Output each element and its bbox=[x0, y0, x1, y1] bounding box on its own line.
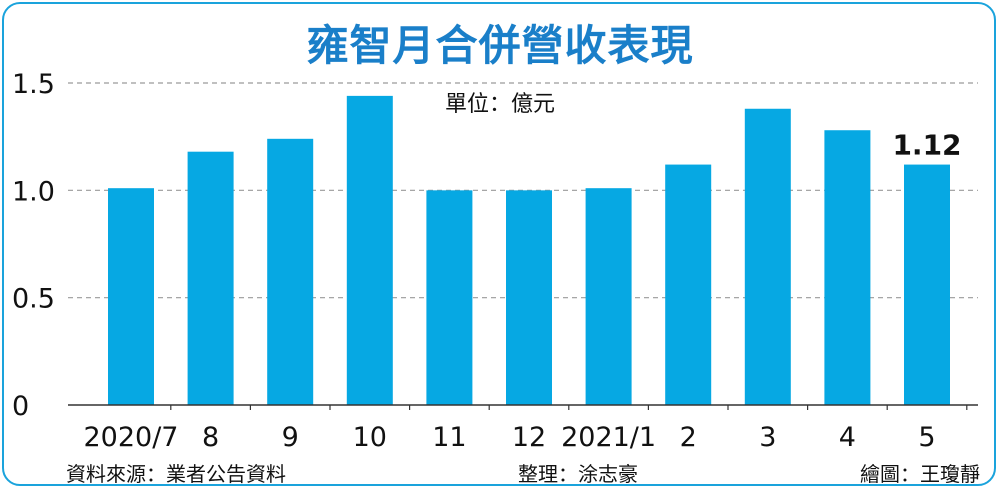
x-tick-label: 2021/1 bbox=[561, 422, 656, 453]
bars bbox=[108, 95, 950, 405]
x-tick-label: 9 bbox=[282, 422, 299, 453]
x-axis-ticks: 2020/7 8 9 10 11 12 2021/1 2 3 4 5 bbox=[84, 405, 968, 453]
editor-note: 整理：涂志豪 bbox=[518, 462, 638, 486]
data-label: 1.12 bbox=[892, 129, 961, 162]
bar bbox=[665, 164, 712, 405]
y-tick-label: 1.5 bbox=[12, 69, 55, 100]
bar bbox=[904, 164, 950, 405]
chart-title: 雍智月合併營收表現 bbox=[306, 21, 694, 70]
x-tick-label: 5 bbox=[918, 422, 935, 453]
x-tick-label: 10 bbox=[353, 422, 387, 453]
bar bbox=[744, 108, 791, 405]
x-tick-label: 2 bbox=[680, 422, 697, 453]
y-tick-label: 0.5 bbox=[12, 284, 55, 315]
bar bbox=[585, 188, 632, 405]
x-tick-label: 3 bbox=[759, 422, 776, 453]
bar bbox=[506, 190, 552, 405]
x-tick-label: 4 bbox=[839, 422, 856, 453]
x-tick-label: 11 bbox=[432, 422, 466, 453]
bar bbox=[267, 138, 314, 405]
bar bbox=[824, 130, 871, 405]
y-tick-label: 0 bbox=[12, 391, 29, 422]
bar bbox=[187, 151, 234, 405]
source-note: 資料來源：業者公告資料 bbox=[66, 462, 286, 486]
bar bbox=[426, 190, 473, 405]
bar bbox=[108, 188, 154, 405]
artist-note: 繪圖：王瓊靜 bbox=[860, 462, 980, 486]
y-tick-label: 1.0 bbox=[12, 176, 55, 207]
x-tick-label: 2020/7 bbox=[84, 422, 179, 453]
x-tick-label: 12 bbox=[512, 422, 546, 453]
x-tick-label: 8 bbox=[202, 422, 219, 453]
unit-label: 單位：億元 bbox=[445, 92, 555, 117]
bar bbox=[346, 95, 393, 405]
y-axis-ticks: 0 0.5 1.0 1.5 bbox=[12, 69, 55, 422]
data-labels: 1.12 bbox=[892, 129, 961, 162]
